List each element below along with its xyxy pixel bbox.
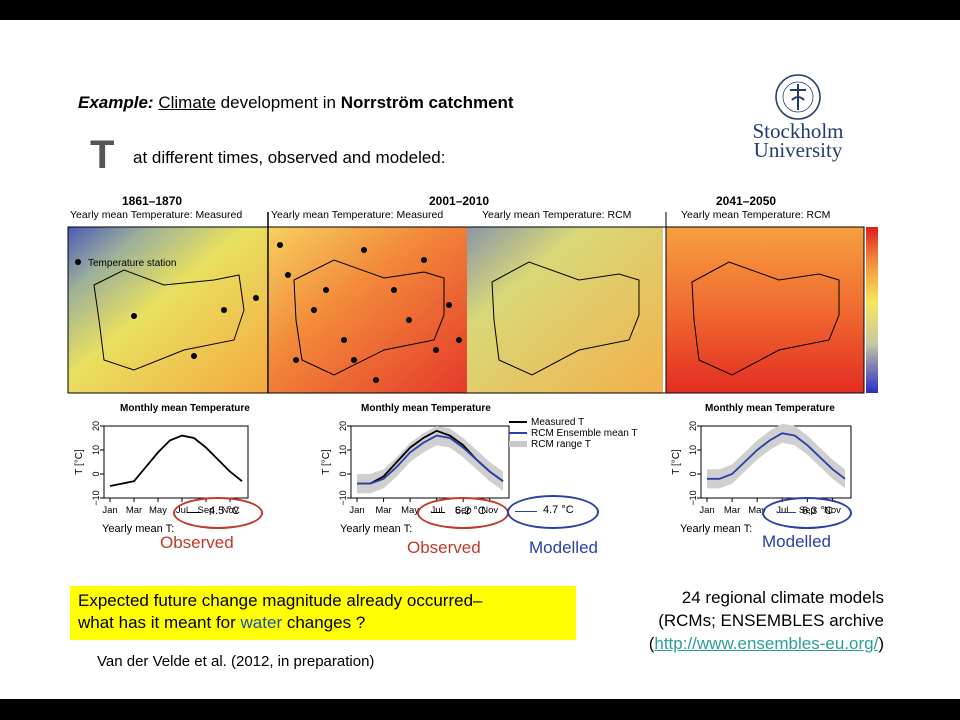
caption-observed-2: Observed	[407, 538, 481, 557]
slide: Example: Climate development in Norrströ…	[0, 20, 960, 699]
chart-frame-2	[700, 425, 852, 499]
legend-item-measured: Measured T	[509, 417, 638, 428]
panel-title-2: Monthly mean Temperature	[361, 403, 491, 414]
modelled-oval-1: 4.7 °C	[507, 495, 599, 529]
x-tick-label-1-0: Jan	[349, 505, 364, 516]
map-title-4: Yearly mean Temperature: RCM	[681, 209, 831, 221]
x-tick-label-1-1: Mar	[375, 505, 391, 516]
series-line-0-0	[109, 434, 243, 487]
rcm-line-1: 24 regional climate models	[681, 588, 884, 607]
x-tick-label-2-1: Mar	[724, 505, 740, 516]
y-tick-label-0-0: 20	[91, 421, 101, 431]
y-tick-label-2-1: 10	[688, 445, 698, 455]
callout-line-2: what has it meant for water changes ?	[78, 613, 366, 632]
y-tick-label-1-0: 20	[338, 421, 348, 431]
map-title-2: Yearly mean Temperature: Measured	[271, 209, 444, 221]
period-3: 2041–2050	[716, 194, 777, 208]
bottom-letterbox	[0, 699, 960, 720]
university-logo: Stockholm University	[728, 72, 868, 172]
logo-line-2: University	[753, 138, 843, 162]
period-1: 1861–1870	[122, 194, 183, 208]
logo-text: Stockholm University	[728, 119, 868, 162]
y-tick-label-2-3: −10	[688, 490, 698, 505]
y-axis-label-0: T [°C]	[74, 449, 85, 475]
title-catchment: Norrström catchment	[340, 93, 514, 112]
x-tick-label-2-0: Jan	[699, 505, 714, 516]
big-letter-t: T	[90, 133, 115, 177]
chart-frame-0	[103, 425, 249, 499]
rcm-range-band-2	[707, 423, 845, 489]
callout-box: Expected future change magnitude already…	[70, 586, 576, 640]
station-label: Temperature station	[88, 258, 176, 269]
y-tick-label-0-3: −10	[91, 490, 101, 505]
logo-line-1: Stockholm	[752, 119, 844, 143]
yearly-label-1: Yearly mean T:	[102, 523, 175, 535]
x-tick-label-1-2: May	[401, 505, 419, 516]
title-example: Example:	[78, 93, 154, 112]
seal-icon	[775, 74, 821, 120]
panel-title-3: Monthly mean Temperature	[705, 403, 835, 414]
y-tick-label-1-1: 10	[338, 445, 348, 455]
callout-line-1: Expected future change magnitude already…	[78, 591, 483, 610]
y-axis-label-1: T [°C]	[321, 449, 332, 475]
citation: Van der Velde et al. (2012, in preparati…	[97, 653, 375, 670]
slide-subtitle: at different times, observed and modeled…	[133, 148, 446, 167]
x-tick-label-0-0: Jan	[102, 505, 117, 516]
title-climate: Climate	[158, 93, 216, 112]
climate-figure: 1861–1870 2001–2010 2041–2050 Yearly mea…	[64, 190, 884, 535]
title-middle: development in	[215, 93, 341, 112]
observed-oval-2: 6.2 °C	[417, 497, 509, 529]
map-title-3: Yearly mean Temperature: RCM	[482, 209, 632, 221]
panel-title-1: Monthly mean Temperature	[120, 403, 250, 414]
y-tick-label-0-2: 0	[91, 471, 101, 476]
y-tick-label-2-2: 0	[688, 471, 698, 476]
ensembles-link[interactable]: http://www.ensembles-eu.org/	[654, 634, 879, 653]
period-2: 2001–2010	[429, 194, 490, 208]
observed-oval-1: 4.5 °C	[173, 497, 263, 529]
caption-modelled-2: Modelled	[762, 532, 831, 551]
x-tick-label-2-2: May	[748, 505, 766, 516]
rcm-note: 24 regional climate models (RCMs; ENSEMB…	[598, 586, 884, 655]
rcm-line-3: (http://www.ensembles-eu.org/)	[648, 634, 884, 653]
callout-water: water	[240, 613, 283, 632]
legend-item-rcm-range: RCM range T	[509, 439, 638, 450]
chart-frame-1	[350, 425, 510, 499]
y-tick-label-2-0: 20	[688, 421, 698, 431]
x-tick-label-0-1: Mar	[126, 505, 142, 516]
series-line-1-1	[357, 434, 504, 485]
legend-item-rcm-mean: RCM Ensemble mean T	[509, 428, 638, 439]
map-title-1: Yearly mean Temperature: Measured	[70, 209, 243, 221]
yearly-label-3: Yearly mean T:	[680, 523, 753, 535]
caption-observed-1: Observed	[160, 533, 234, 552]
rcm-range-band-1	[357, 426, 503, 494]
modelled-oval-2: 6.3 °C	[762, 497, 852, 529]
x-tick-label-0-2: May	[149, 505, 167, 516]
y-tick-label-1-3: −10	[338, 490, 348, 505]
callout-text: Expected future change magnitude already…	[78, 590, 482, 634]
yearly-label-2: Yearly mean T:	[340, 523, 413, 535]
rcm-line-2: (RCMs; ENSEMBLES archive	[658, 611, 884, 630]
legend: Measured T RCM Ensemble mean T RCM range…	[509, 417, 638, 450]
series-line-2-0	[707, 432, 846, 480]
y-tick-label-0-1: 10	[91, 445, 101, 455]
caption-modelled-1: Modelled	[529, 538, 598, 557]
y-tick-label-1-2: 0	[338, 471, 348, 476]
top-letterbox	[0, 0, 960, 20]
slide-title: Example: Climate development in Norrströ…	[78, 93, 514, 113]
figure-graphics: 8 6 4 2 Temperature station	[67, 212, 878, 394]
y-axis-label-2: T [°C]	[671, 449, 682, 475]
